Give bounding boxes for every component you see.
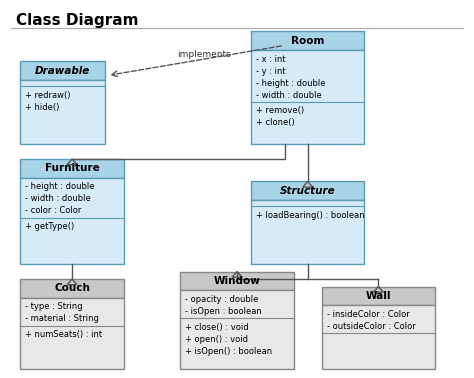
Text: Class Diagram: Class Diagram <box>16 12 138 28</box>
FancyBboxPatch shape <box>20 298 124 369</box>
FancyBboxPatch shape <box>20 61 105 80</box>
Text: - insideColor : Color: - insideColor : Color <box>327 310 409 319</box>
Text: + hide(): + hide() <box>25 103 59 112</box>
FancyBboxPatch shape <box>322 287 435 305</box>
Text: - x : int: - x : int <box>256 55 285 64</box>
Text: - opacity : double: - opacity : double <box>185 295 258 304</box>
Text: implements: implements <box>177 50 231 59</box>
FancyBboxPatch shape <box>322 305 435 369</box>
Text: - outsideColor : Color: - outsideColor : Color <box>327 322 415 331</box>
Text: - y : int: - y : int <box>256 67 285 76</box>
Text: - height : double: - height : double <box>25 182 94 191</box>
Text: + close() : void: + close() : void <box>185 322 249 332</box>
Text: Couch: Couch <box>54 284 90 293</box>
Text: - width : double: - width : double <box>256 91 321 100</box>
Text: Room: Room <box>291 36 324 46</box>
FancyBboxPatch shape <box>251 200 364 264</box>
FancyBboxPatch shape <box>20 80 105 144</box>
Text: + open() : void: + open() : void <box>185 335 248 344</box>
Text: - material : String: - material : String <box>25 314 99 323</box>
Text: Drawable: Drawable <box>35 66 90 76</box>
FancyBboxPatch shape <box>251 50 364 144</box>
Text: + redraw(): + redraw() <box>25 91 71 100</box>
Text: + loadBearing() : boolean: + loadBearing() : boolean <box>256 211 365 220</box>
Text: Window: Window <box>214 276 260 286</box>
Text: + clone(): + clone() <box>256 118 295 127</box>
Text: Wall: Wall <box>365 291 391 301</box>
Text: Structure: Structure <box>280 186 336 196</box>
Text: + remove(): + remove() <box>256 107 304 115</box>
Text: + getType(): + getType() <box>25 222 74 231</box>
Text: - isOpen : boolean: - isOpen : boolean <box>185 307 262 316</box>
Text: - height : double: - height : double <box>256 79 325 88</box>
Text: - width : double: - width : double <box>25 194 91 203</box>
FancyBboxPatch shape <box>20 178 124 264</box>
Text: - color : Color: - color : Color <box>25 206 82 215</box>
FancyBboxPatch shape <box>20 279 124 298</box>
FancyBboxPatch shape <box>251 31 364 50</box>
Text: + numSeats() : int: + numSeats() : int <box>25 330 102 339</box>
Text: Furniture: Furniture <box>45 163 100 174</box>
Text: + isOpen() : boolean: + isOpen() : boolean <box>185 347 272 356</box>
FancyBboxPatch shape <box>181 271 293 290</box>
FancyBboxPatch shape <box>20 159 124 178</box>
FancyBboxPatch shape <box>181 290 293 369</box>
Text: - type : String: - type : String <box>25 302 82 311</box>
FancyBboxPatch shape <box>251 181 364 200</box>
